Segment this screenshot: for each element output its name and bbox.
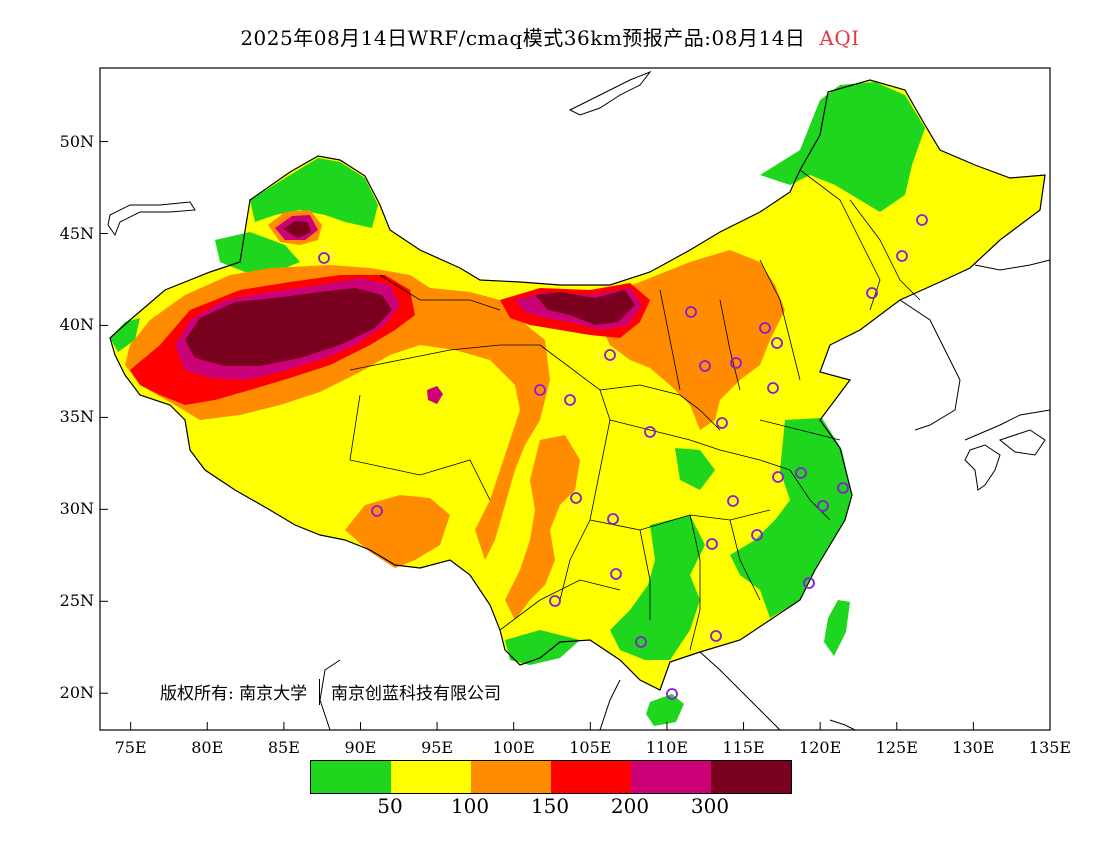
station-marker: [751, 529, 763, 541]
station-marker: [318, 252, 330, 264]
station-marker: [666, 688, 678, 700]
station-marker: [610, 568, 622, 580]
hainan-island: [646, 694, 684, 726]
lon-tick-label: 110E: [645, 738, 689, 757]
green-altai: [215, 232, 300, 272]
legend-swatch: [631, 761, 711, 793]
green-northeast: [760, 82, 925, 212]
legend-label: 100: [450, 794, 490, 818]
map-frame: [99, 67, 1051, 731]
legend-label: 150: [530, 794, 570, 818]
title-main: 2025年08月14日WRF/cmaq模式36km预报产品:08月14日: [240, 26, 806, 50]
lon-tick-label: 90E: [344, 738, 377, 757]
lon-tick-label: 130E: [952, 738, 995, 757]
station-marker: [570, 492, 582, 504]
station-markers: [318, 214, 928, 700]
lon-tick-label: 75E: [114, 738, 147, 757]
station-marker: [896, 250, 908, 262]
lon-tick-label: 95E: [421, 738, 454, 757]
copyright-owner: 版权所有: 南京大学: [160, 684, 308, 704]
station-marker: [685, 306, 697, 318]
station-marker: [817, 500, 829, 512]
station-marker: [771, 337, 783, 349]
station-marker: [549, 595, 561, 607]
copyright-divider: [318, 679, 320, 705]
station-marker: [727, 495, 739, 507]
lon-tick-label: 120E: [799, 738, 842, 757]
lat-tick-label: 45N: [59, 223, 94, 243]
station-marker: [759, 322, 771, 334]
lon-tick-label: 115E: [722, 738, 765, 757]
taiwan-island: [824, 600, 850, 656]
station-marker: [604, 349, 616, 361]
lat-tick-label: 30N: [59, 499, 94, 519]
station-marker: [803, 577, 815, 589]
station-marker: [635, 636, 647, 648]
lat-tick-label: 25N: [59, 591, 94, 611]
station-marker: [564, 394, 576, 406]
green-southeast: [730, 418, 852, 618]
legend-label: 300: [690, 794, 730, 818]
legend-swatch: [551, 761, 631, 793]
lat-tick-label: 20N: [59, 683, 94, 703]
lon-tick-label: 125E: [875, 738, 918, 757]
station-marker: [644, 426, 656, 438]
station-marker: [371, 505, 383, 517]
station-marker: [699, 360, 711, 372]
map-plot-area: [107, 70, 1050, 730]
orange-tibet-south: [345, 495, 450, 568]
map-title: 2025年08月14日WRF/cmaq模式36km预报产品:08月14日 AQI: [0, 22, 1100, 51]
green-south: [610, 515, 705, 660]
station-marker: [772, 471, 784, 483]
maroon-alxa: [535, 290, 635, 325]
station-marker: [710, 630, 722, 642]
lon-tick-label: 80E: [191, 738, 224, 757]
legend-swatch: [711, 761, 791, 793]
legend-swatch: [471, 761, 551, 793]
legend-label: 200: [610, 794, 650, 818]
green-west-border: [110, 318, 140, 352]
lon-tick-label: 105E: [569, 738, 612, 757]
station-marker: [534, 384, 546, 396]
lon-tick-label: 85E: [267, 738, 300, 757]
station-marker: [767, 382, 779, 394]
station-marker: [837, 482, 849, 494]
china-outline: [109, 79, 1046, 691]
maroon-tarim: [185, 288, 392, 366]
legend-swatch: [311, 761, 391, 793]
green-yunnan-south: [505, 630, 580, 665]
axis-tick-marks: [100, 141, 1051, 730]
maroon-xinjiang-north: [283, 221, 311, 238]
lat-tick-label: 35N: [59, 407, 94, 427]
lon-tick-label: 100E: [492, 738, 535, 757]
station-marker: [866, 287, 878, 299]
orange-sichuan: [505, 435, 580, 620]
title-variable: AQI: [819, 26, 860, 50]
station-marker: [706, 538, 718, 550]
lat-tick-label: 50N: [59, 131, 94, 151]
station-marker: [795, 467, 807, 479]
green-central: [675, 448, 715, 490]
station-marker: [916, 214, 928, 226]
green-xinjiang-north: [250, 158, 378, 228]
station-marker: [607, 513, 619, 525]
province-boundaries: [349, 169, 921, 651]
aqi-color-legend: [310, 760, 792, 794]
neighbour-coastlines: [107, 70, 1050, 730]
station-marker: [730, 357, 742, 369]
legend-label: 50: [377, 794, 403, 818]
legend-swatch: [391, 761, 471, 793]
lon-tick-label: 135E: [1028, 738, 1072, 757]
hotspot-qinghai: [427, 386, 443, 404]
copyright-notice: 版权所有: 南京大学 南京创蓝科技有限公司: [160, 679, 501, 705]
station-marker: [716, 417, 728, 429]
lat-tick-label: 40N: [59, 315, 94, 335]
copyright-company: 南京创蓝科技有限公司: [330, 684, 501, 704]
